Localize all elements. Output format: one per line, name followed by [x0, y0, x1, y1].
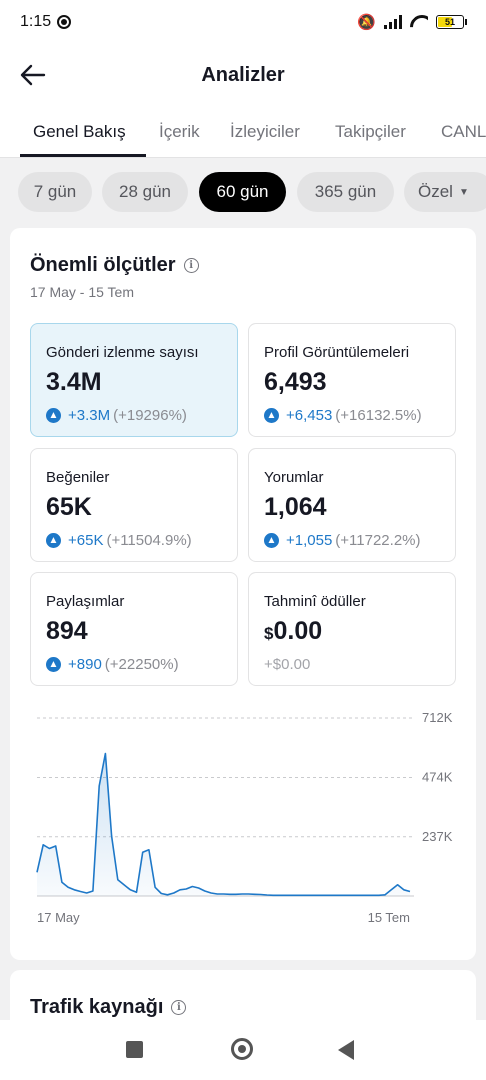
metric-label: Paylaşımlar — [46, 593, 125, 610]
arrow-up-icon: ▲ — [264, 533, 279, 548]
metric-delta: +65K — [68, 532, 104, 549]
metric-estimated-rewards[interactable]: Tahminî ödüller $0.00 +$0.00 — [248, 572, 456, 686]
key-metrics-title: Önemli ölçütler — [30, 254, 176, 276]
status-time: 1:15 — [20, 13, 52, 30]
metric-label: Yorumlar — [264, 469, 324, 486]
metric-label: Gönderi izlenme sayısı — [46, 344, 199, 361]
metric-delta: +890 — [68, 656, 102, 673]
metric-label: Tahminî ödüller — [264, 593, 366, 610]
range-7-days-chip[interactable]: 7 gün — [18, 172, 92, 212]
metric-label: Beğeniler — [46, 469, 110, 486]
screen-record-icon — [57, 15, 72, 29]
series-line — [36, 752, 411, 897]
arrow-up-icon: ▲ — [264, 408, 279, 423]
tab-followers[interactable]: Takipçiler — [335, 122, 406, 141]
metric-percent: (+11504.9%) — [106, 532, 192, 549]
key-metrics-card: Önemli ölçütler i 17 May - 15 Tem Gönder… — [10, 228, 476, 960]
battery-level: 51 — [444, 17, 455, 27]
tab-bar: Genel Bakış İçerik İzleyiciler Takipçile… — [0, 106, 486, 158]
metric-change: +$0.00 — [264, 656, 310, 673]
tab-viewers[interactable]: İzleyiciler — [230, 122, 300, 141]
metric-likes[interactable]: Beğeniler 65K ▲ +65K (+11504.9%) — [30, 448, 238, 562]
metric-delta: +3.3M — [68, 407, 111, 424]
metric-change: ▲ +890 (+22250%) — [46, 656, 179, 673]
metric-delta: +6,453 — [286, 407, 333, 424]
metric-value: 65K — [46, 493, 92, 521]
metric-comments[interactable]: Yorumlar 1,064 ▲ +1,055 (+11722.2%) — [248, 448, 456, 562]
series-area — [37, 753, 410, 896]
tab-content[interactable]: İçerik — [159, 122, 200, 141]
arrow-left-icon — [20, 64, 46, 86]
page-title: Analizler — [201, 64, 285, 86]
metric-value: 1,064 — [264, 493, 327, 521]
metric-value: 6,493 — [264, 368, 327, 396]
y-tick-label: 474K — [422, 770, 453, 785]
x-tick-label: 17 May — [37, 910, 80, 925]
status-bar: 1:15 🔕 51 — [0, 0, 486, 44]
post-views-chart: 712K 474K 237K 17 May 15 Tem — [36, 710, 453, 925]
wifi-icon — [410, 15, 428, 29]
metric-post-views[interactable]: Gönderi izlenme sayısı 3.4M ▲ +3.3M (+19… — [30, 323, 238, 437]
x-tick-label: 15 Tem — [368, 910, 410, 925]
metric-change: ▲ +65K (+11504.9%) — [46, 532, 192, 549]
traffic-source-title: Trafik kaynağı — [30, 996, 164, 1018]
chevron-down-icon: ▼ — [458, 186, 469, 198]
metric-value-wrap: $0.00 — [264, 617, 322, 646]
info-icon[interactable]: i — [171, 1000, 187, 1015]
metric-change: ▲ +3.3M (+19296%) — [46, 407, 187, 424]
metric-change: ▲ +6,453 (+16132.5%) — [264, 407, 422, 424]
arrow-up-icon: ▲ — [46, 408, 61, 423]
y-tick-label: 237K — [422, 829, 453, 844]
range-28-days-chip[interactable]: 28 gün — [102, 172, 188, 212]
bell-off-icon: 🔕 — [357, 14, 376, 31]
range-365-days-chip[interactable]: 365 gün — [297, 172, 394, 212]
recents-button[interactable] — [126, 1041, 143, 1058]
key-metrics-header: Önemli ölçütler i — [30, 254, 199, 277]
range-custom-label: Özel — [418, 182, 453, 201]
range-60-days-chip[interactable]: 60 gün — [199, 172, 286, 212]
metric-value: 0.00 — [273, 617, 323, 645]
tab-active-indicator — [20, 154, 146, 157]
metric-profile-views[interactable]: Profil Görüntülemeleri 6,493 ▲ +6,453 (+… — [248, 323, 456, 437]
metric-change: ▲ +1,055 (+11722.2%) — [264, 532, 421, 549]
arrow-up-icon: ▲ — [46, 657, 61, 672]
tab-live[interactable]: CANLI — [441, 122, 486, 141]
date-range-chips: 7 gün 28 gün 60 gün 365 gün Özel ▼ — [0, 158, 486, 228]
metric-label: Profil Görüntülemeleri — [264, 344, 410, 361]
info-icon[interactable]: i — [183, 258, 199, 273]
home-button[interactable] — [231, 1038, 253, 1060]
metric-value: 3.4M — [46, 368, 102, 396]
metric-percent: (+19296%) — [113, 407, 187, 424]
system-back-button[interactable] — [338, 1040, 354, 1060]
metric-percent: (+11722.2%) — [335, 532, 421, 549]
tab-overview[interactable]: Genel Bakış — [33, 122, 126, 141]
metric-currency: $ — [264, 624, 274, 643]
metric-percent: (+16132.5%) — [335, 407, 422, 424]
y-tick-label: 712K — [422, 710, 453, 725]
metric-delta: +1,055 — [286, 532, 333, 549]
arrow-up-icon: ▲ — [46, 533, 61, 548]
metric-delta: +$0.00 — [264, 656, 311, 673]
back-button[interactable] — [18, 60, 48, 90]
signal-icon — [384, 15, 402, 29]
app-bar: Analizler — [0, 44, 486, 106]
metric-value: 894 — [46, 617, 88, 645]
traffic-source-header: Trafik kaynağı i — [30, 996, 187, 1019]
metric-shares[interactable]: Paylaşımlar 894 ▲ +890 (+22250%) — [30, 572, 238, 686]
battery-icon: 51 — [436, 15, 467, 29]
metric-percent: (+22250%) — [104, 656, 179, 673]
system-nav-bar — [0, 1020, 486, 1080]
range-custom-chip[interactable]: Özel ▼ — [404, 172, 486, 212]
date-range-label: 17 May - 15 Tem — [30, 284, 135, 300]
